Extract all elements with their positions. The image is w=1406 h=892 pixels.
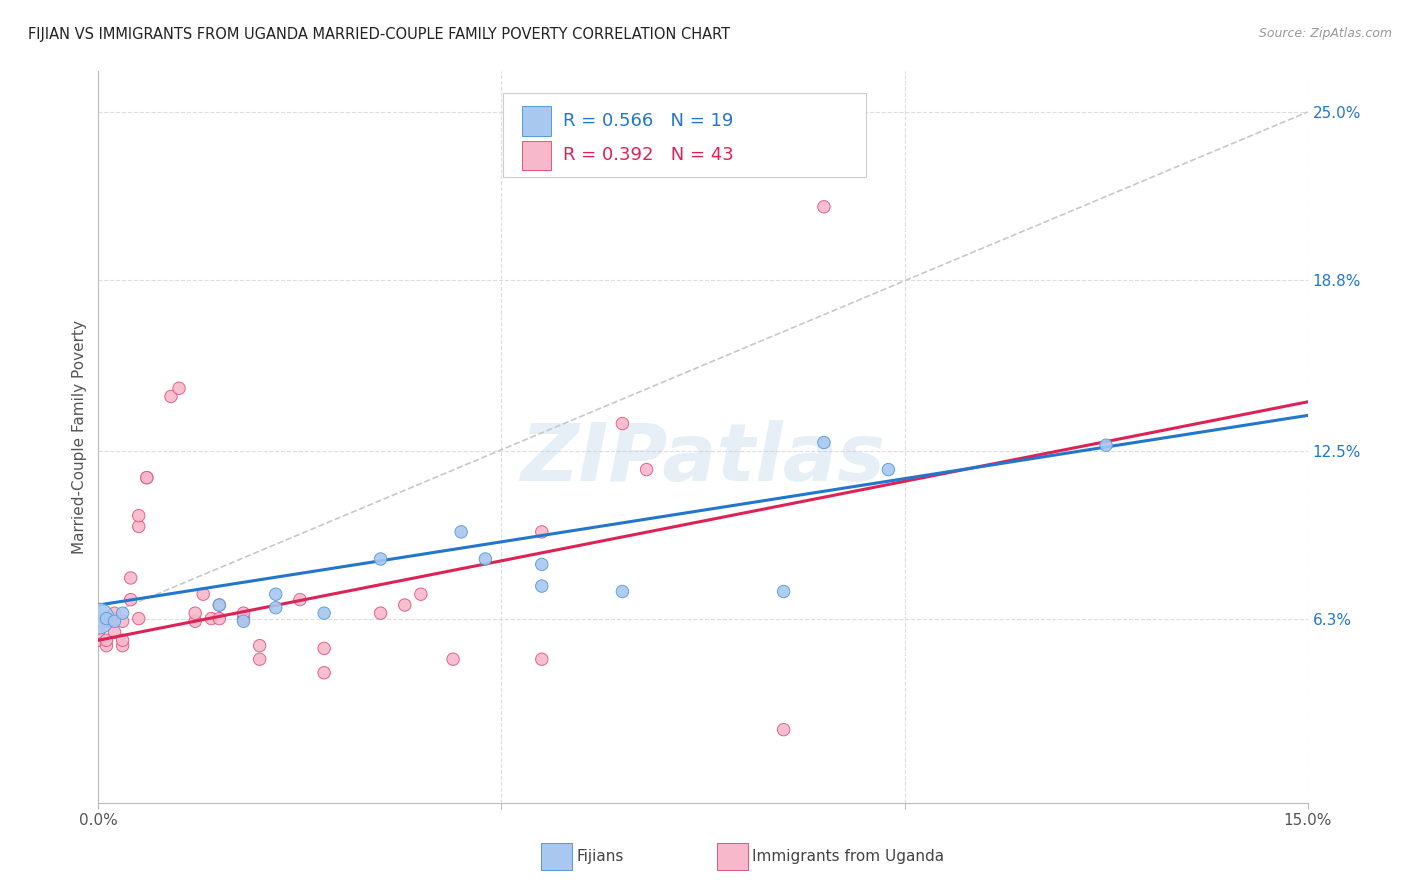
Point [184, 615, 207, 629]
Point [232, 611, 254, 625]
Point [612, 584, 634, 599]
Point [103, 625, 125, 640]
Text: Immigrants from Uganda: Immigrants from Uganda [752, 849, 945, 863]
Point [772, 723, 794, 737]
Point [612, 417, 634, 431]
Point [232, 615, 254, 629]
Point [394, 598, 416, 612]
Point [530, 652, 553, 666]
Point [120, 592, 142, 607]
FancyBboxPatch shape [503, 94, 866, 178]
Point [111, 639, 134, 653]
Text: Source: ZipAtlas.com: Source: ZipAtlas.com [1258, 27, 1392, 40]
Point [441, 652, 464, 666]
Point [193, 587, 215, 601]
Point [128, 611, 150, 625]
Text: R = 0.392   N = 43: R = 0.392 N = 43 [562, 146, 734, 164]
Point [314, 641, 336, 656]
Point [96, 611, 118, 625]
Point [249, 652, 271, 666]
Point [160, 389, 183, 403]
Point [200, 611, 222, 625]
Point [1095, 438, 1118, 452]
Point [135, 471, 157, 485]
FancyBboxPatch shape [522, 106, 551, 136]
Point [128, 508, 150, 523]
Point [249, 639, 271, 653]
Point [314, 665, 336, 680]
Text: ZIPatlas: ZIPatlas [520, 420, 886, 498]
Point [208, 598, 231, 612]
Point [772, 584, 794, 599]
Point [96, 633, 118, 648]
Point [167, 381, 190, 395]
Point [409, 587, 432, 601]
Text: R = 0.566   N = 19: R = 0.566 N = 19 [562, 112, 733, 130]
Point [813, 200, 835, 214]
Point [474, 552, 496, 566]
Point [120, 571, 142, 585]
Point [232, 606, 254, 620]
Point [370, 552, 392, 566]
Y-axis label: Married-Couple Family Poverty: Married-Couple Family Poverty [72, 320, 87, 554]
Point [636, 462, 658, 476]
Point [135, 471, 157, 485]
Point [450, 524, 472, 539]
Text: Fijians: Fijians [576, 849, 624, 863]
Point [103, 606, 125, 620]
Point [208, 598, 231, 612]
Point [103, 615, 125, 629]
Point [128, 519, 150, 533]
Point [264, 600, 287, 615]
Point [877, 462, 900, 476]
FancyBboxPatch shape [522, 141, 551, 170]
Point [87, 625, 110, 640]
Point [288, 592, 311, 607]
Point [530, 524, 553, 539]
Point [96, 615, 118, 629]
Point [370, 606, 392, 620]
Point [111, 633, 134, 648]
Point [264, 587, 287, 601]
Point [111, 615, 134, 629]
Point [87, 611, 110, 625]
Point [111, 606, 134, 620]
Point [208, 611, 231, 625]
Point [530, 579, 553, 593]
Point [184, 606, 207, 620]
Point [813, 435, 835, 450]
Point [314, 606, 336, 620]
Point [96, 639, 118, 653]
Point [530, 558, 553, 572]
Point [87, 633, 110, 648]
Text: FIJIAN VS IMMIGRANTS FROM UGANDA MARRIED-COUPLE FAMILY POVERTY CORRELATION CHART: FIJIAN VS IMMIGRANTS FROM UGANDA MARRIED… [28, 27, 730, 42]
Point [103, 611, 125, 625]
